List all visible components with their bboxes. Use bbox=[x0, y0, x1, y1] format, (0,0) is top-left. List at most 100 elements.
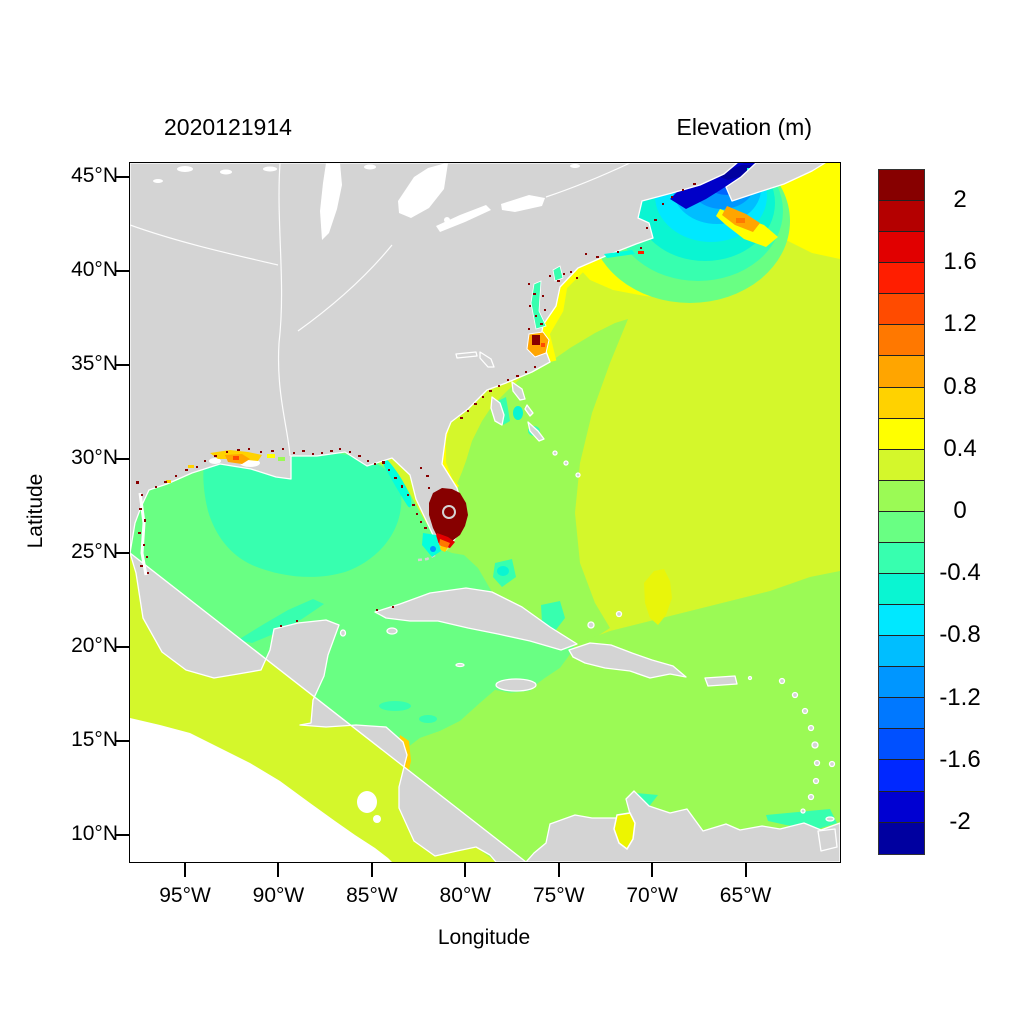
land-cuba bbox=[374, 587, 578, 651]
mississippi-river bbox=[277, 163, 291, 457]
plot-timestamp-title: 2020121914 bbox=[164, 114, 292, 140]
west-florida-shelf-low bbox=[380, 455, 412, 508]
colorbar-tick-label: 1.2 bbox=[943, 310, 977, 338]
delaware-bay bbox=[552, 265, 564, 282]
louisiana-coastal-highs bbox=[166, 450, 285, 483]
colorbar-tick-label: -0.8 bbox=[939, 621, 981, 649]
nicaragua-rise-patch bbox=[379, 701, 411, 711]
land-cozumel bbox=[339, 629, 347, 637]
x-tick-label: 70°W bbox=[626, 884, 678, 907]
colorbar-tick-label: 0.8 bbox=[943, 372, 977, 400]
scotian-shelf-high-core bbox=[736, 218, 745, 223]
y-tick-label: 15°N bbox=[71, 727, 118, 751]
colorbar-tick-label: -1.6 bbox=[939, 745, 981, 773]
x-tick-label: 75°W bbox=[532, 884, 585, 907]
colorbar-cell bbox=[879, 636, 924, 668]
x-tick-mark bbox=[370, 863, 373, 877]
x-axis-label: Longitude bbox=[437, 926, 531, 949]
y-tick-label: 45°N bbox=[71, 164, 118, 188]
land bbox=[130, 163, 840, 862]
colorbar-cell bbox=[879, 667, 924, 699]
y-tick-mark bbox=[115, 833, 129, 836]
colorbar-cell bbox=[879, 605, 924, 637]
y-tick-mark bbox=[115, 551, 129, 554]
missouri-river bbox=[130, 224, 279, 266]
colorbar-cell bbox=[879, 791, 924, 823]
land-jamaica bbox=[495, 678, 537, 692]
land-tobago bbox=[825, 816, 835, 822]
x-tick-mark bbox=[184, 863, 187, 877]
colorbar-cell bbox=[879, 325, 924, 357]
hispaniola-offshore-patch bbox=[644, 569, 672, 625]
colorbar-cell bbox=[879, 232, 924, 264]
st-lawrence-river bbox=[545, 163, 631, 198]
pamlico-sound-high bbox=[526, 331, 550, 358]
colorbar-cell bbox=[879, 170, 924, 202]
colorbar-tick-label: 2 bbox=[953, 186, 967, 214]
x-tick-mark bbox=[464, 863, 467, 877]
x-tick-mark bbox=[277, 863, 280, 877]
land-bahamas bbox=[455, 351, 623, 629]
colorbar-title: Elevation (m) bbox=[676, 114, 812, 140]
lake-michigan bbox=[320, 163, 342, 240]
colorbar-cell bbox=[879, 449, 924, 481]
land-nova-scotia bbox=[725, 163, 826, 202]
colorbar-tick-label: 1.6 bbox=[943, 248, 977, 276]
land-isla-juventud bbox=[386, 627, 398, 635]
y-tick-mark bbox=[115, 363, 129, 366]
lake-okeechobee-outline bbox=[442, 505, 456, 519]
elevation-map-svg bbox=[130, 163, 840, 862]
colorbar-cell bbox=[879, 698, 924, 730]
lake-ontario bbox=[501, 195, 545, 212]
colorbar-cell bbox=[879, 418, 924, 450]
x-tick-mark bbox=[744, 863, 747, 877]
land-central-south-america bbox=[130, 552, 840, 862]
caribbean-water bbox=[399, 571, 840, 862]
great-bahama-bank-patch bbox=[541, 601, 565, 631]
x-tick-label: 95°W bbox=[159, 884, 211, 907]
colorbar-tick-label: -2 bbox=[949, 807, 971, 835]
colorbar-tick-label: 0.4 bbox=[943, 434, 977, 462]
map-plot-area bbox=[129, 162, 841, 863]
x-tick-mark bbox=[651, 863, 654, 877]
x-tick-label: 80°W bbox=[439, 884, 492, 907]
trinidad-shelf-patch bbox=[766, 809, 837, 829]
colorbar-cell bbox=[879, 294, 924, 326]
ohio-river bbox=[297, 244, 393, 332]
florida-bay-blue-spot bbox=[430, 546, 436, 552]
lake-st-clair bbox=[444, 217, 450, 223]
colorbar-cell bbox=[879, 822, 924, 854]
x-tick-mark bbox=[557, 863, 560, 877]
y-tick-label: 10°N bbox=[71, 821, 118, 845]
outside-domain-pacific bbox=[130, 718, 392, 862]
florida-bay-low bbox=[422, 533, 441, 557]
land-trinidad bbox=[817, 828, 838, 852]
lakes-and-rivers bbox=[130, 163, 631, 823]
south-florida-high-water bbox=[417, 488, 468, 562]
central-gulf-low-water bbox=[203, 448, 402, 577]
colorbar-tick-label: -1.2 bbox=[939, 683, 981, 711]
south-andros-core bbox=[497, 566, 509, 576]
y-tick-mark bbox=[115, 739, 129, 742]
colorbar-cell bbox=[879, 263, 924, 295]
y-tick-label: 35°N bbox=[71, 351, 118, 375]
nicaragua-rise-patch-2 bbox=[419, 715, 437, 723]
colorbar-tick-label: -0.4 bbox=[939, 559, 981, 587]
colorbar-cell bbox=[879, 542, 924, 575]
y-tick-label: 40°N bbox=[71, 257, 118, 281]
y-tick-label: 25°N bbox=[71, 539, 118, 563]
x-tick-label: 85°W bbox=[346, 884, 398, 907]
y-tick-mark bbox=[115, 176, 129, 179]
land-hispaniola bbox=[568, 642, 687, 679]
colorbar-cell bbox=[879, 729, 924, 761]
land-puerto-rico bbox=[704, 675, 738, 687]
x-tick-label: 65°W bbox=[719, 884, 772, 907]
land-lesser-antilles bbox=[747, 675, 836, 814]
lake-huron bbox=[398, 163, 448, 218]
lake-maracaibo-high bbox=[613, 812, 636, 851]
y-tick-mark bbox=[115, 269, 129, 272]
lake-managua bbox=[373, 815, 381, 823]
x-tick-label: 90°W bbox=[252, 884, 305, 907]
long-island-red-speck bbox=[638, 251, 644, 254]
